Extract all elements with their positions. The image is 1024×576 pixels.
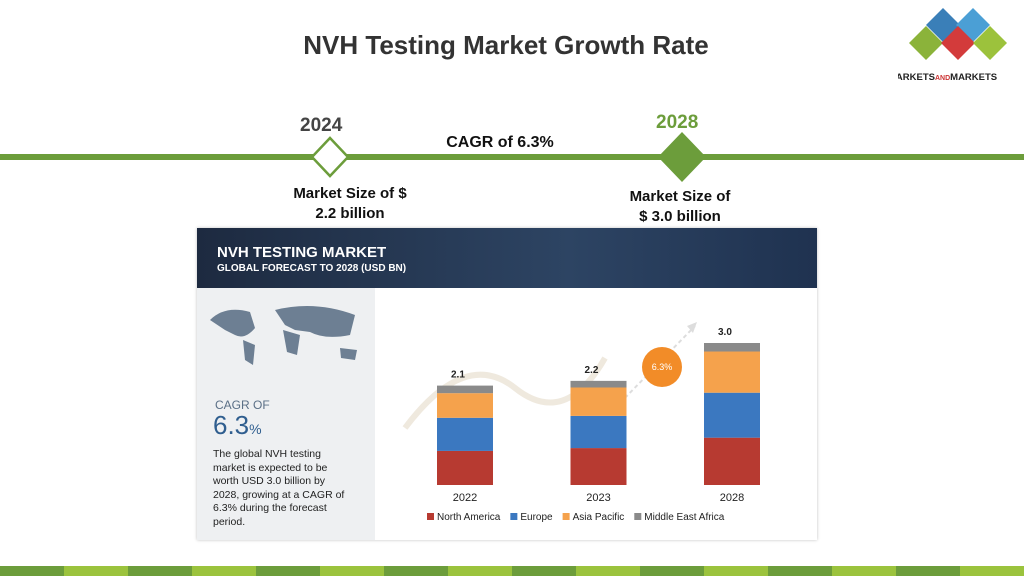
growth-arrow [619, 325, 696, 404]
bar-segment [704, 437, 760, 485]
start-size: Market Size of $ 2.2 billion [270, 184, 430, 224]
x-tick-label: 2023 [586, 492, 610, 504]
legend-swatch [634, 513, 642, 520]
legend-label: Europe [520, 512, 553, 523]
description-line: period. [213, 515, 246, 528]
strip-block [256, 566, 320, 576]
bar-segment [570, 448, 627, 485]
description-line: worth USD 3.0 billion by [213, 475, 326, 487]
logo: MARKETSANDMARKETS [898, 8, 1007, 83]
description-line: 6.3% during the forecast [213, 502, 327, 514]
legend-label: Middle East Africa [644, 512, 724, 523]
subheading: GLOBAL FORECAST TO 2028 (USD BN) [217, 263, 407, 274]
end-size: Market Size of $ 3.0 billion [600, 187, 760, 227]
logo-text: AND [935, 75, 950, 82]
cagr-value: 6.3% [213, 410, 262, 441]
end-year: 2028 [656, 112, 699, 133]
bar-segment [704, 351, 760, 393]
strip-block [640, 566, 704, 576]
bar-segment [437, 385, 493, 394]
strip-block [0, 566, 64, 576]
description-line: 2028, growing at a CAGR of [213, 488, 345, 501]
bar-segment [570, 380, 627, 388]
badge [642, 347, 682, 387]
diamond-start [310, 136, 350, 178]
cagr-unit: % [249, 421, 262, 437]
strip-block [576, 566, 640, 576]
slide-title: NVH Testing Market Growth Rate [303, 30, 709, 60]
chart: 6.3% 2.1 2022 2.2 2023 3.0 2028 North America E… [402, 322, 760, 523]
total-label: 3.0 [718, 327, 732, 338]
description-line: market is expected to be [213, 461, 328, 474]
infographic-header: NVH TESTING MARKET GLOBAL FORECAST TO 20… [197, 228, 817, 288]
strip-block [320, 566, 384, 576]
x-tick-label: 2022 [453, 492, 477, 504]
cagr-text: CAGR of 6.3% [446, 134, 554, 151]
start-year: 2024 [300, 115, 343, 136]
bottom-strip [0, 566, 1024, 576]
timeline-line [0, 154, 1024, 160]
legend-label: Asia Pacific [573, 512, 625, 523]
bar-segment [437, 393, 493, 418]
cagr-label: CAGR OF [215, 398, 270, 412]
description: The global NVH testing market is expected… [213, 448, 344, 529]
cagr-number: 6.3 [213, 410, 250, 440]
badge-text: 6.3% [652, 362, 673, 372]
logo-text: MARKETS [950, 72, 997, 83]
strip-block [832, 566, 896, 576]
bar-segment [437, 417, 493, 451]
world-map [210, 306, 357, 365]
arrow-head [687, 322, 697, 333]
text-line: Market Size of [629, 188, 731, 205]
bar-segment [704, 343, 760, 352]
heading: NVH TESTING MARKET [217, 244, 387, 261]
bar-segment [437, 450, 493, 485]
side-panel: CAGR OF 6.3% The global NVH testing marke… [197, 288, 375, 540]
x-tick-label: 2028 [720, 492, 744, 504]
bar-segment [570, 387, 627, 416]
total-label: 2.1 [451, 370, 465, 381]
legend-swatch [510, 513, 518, 520]
strip-block [896, 566, 960, 576]
legend-swatch [562, 513, 570, 520]
legend-label: North America [437, 512, 501, 523]
logo-text: MARKETS [898, 72, 935, 83]
diamond-end [658, 132, 706, 182]
bar-segment [570, 415, 627, 449]
svg-text:MARKETSANDMARKETS: MARKETSANDMARKETS [898, 72, 997, 83]
description-line: The global NVH testing [213, 448, 321, 460]
total-label: 2.2 [585, 365, 599, 376]
bar-segment [704, 392, 760, 438]
strip-block [960, 566, 1024, 576]
strip-block [64, 566, 128, 576]
legend-swatch [427, 513, 434, 520]
text-line: 2.2 billion [315, 205, 385, 222]
strip-block [448, 566, 512, 576]
text-line: $ 3.0 billion [639, 208, 721, 225]
strip-block [128, 566, 192, 576]
infographic: NVH TESTING MARKET GLOBAL FORECAST TO 20… [197, 228, 817, 540]
strip-block [512, 566, 576, 576]
text-line: Market Size of $ [293, 185, 407, 202]
strip-block [768, 566, 832, 576]
strip-block [384, 566, 448, 576]
strip-block [704, 566, 768, 576]
strip-block [192, 566, 256, 576]
